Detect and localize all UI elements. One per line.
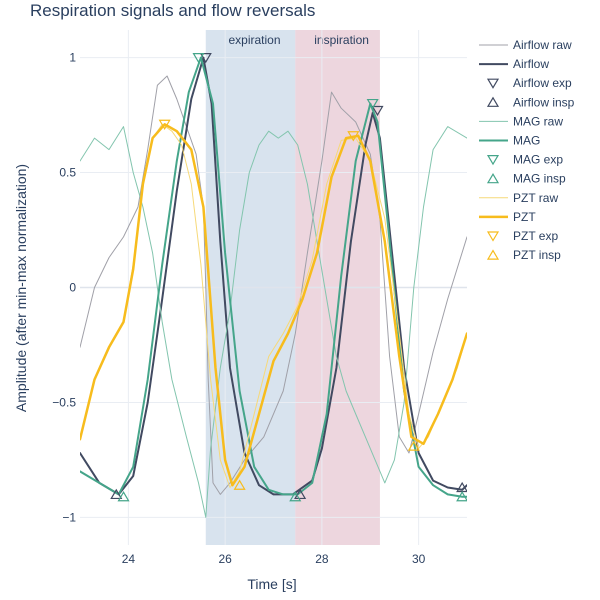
- legend-swatch: [486, 173, 500, 184]
- marker-pzt-insp: [233, 479, 246, 490]
- legend-item-airflow-raw[interactable]: Airflow raw: [479, 38, 572, 52]
- marker-mag-exp: [192, 52, 205, 64]
- region-label-expiration: expiration: [229, 33, 281, 47]
- marker-pzt-exp: [347, 131, 360, 142]
- legend-label: MAG: [513, 134, 540, 148]
- marker-airflow-exp: [199, 52, 212, 64]
- legend-swatch: [486, 96, 500, 107]
- legend-item-airflow[interactable]: Airflow: [479, 57, 549, 71]
- legend-label: Airflow exp: [513, 76, 572, 90]
- x-axis-label: Time [s]: [247, 576, 296, 592]
- legend-item-mag-raw[interactable]: MAG raw: [479, 114, 563, 128]
- series-airflow-raw: [80, 75, 467, 495]
- legend-label: MAG insp: [513, 172, 566, 186]
- marker-airflow-insp: [110, 488, 123, 500]
- legend-item-pzt[interactable]: PZT: [479, 210, 536, 224]
- legend-swatch: [486, 78, 500, 89]
- series-pzt: [80, 123, 467, 487]
- legend-label: PZT raw: [513, 191, 558, 205]
- y-tick-label: 1: [69, 51, 76, 65]
- y-tick-label: 0: [69, 281, 76, 295]
- legend-item-mag[interactable]: MAG: [479, 134, 540, 148]
- legend-label: Airflow insp: [513, 95, 575, 109]
- legend-label: PZT insp: [513, 248, 561, 262]
- legend-item-pzt-insp[interactable]: PZT insp: [486, 248, 561, 262]
- legend-label: MAG exp: [513, 153, 563, 167]
- plot-area: [80, 52, 467, 518]
- legend-label: PZT: [513, 210, 536, 224]
- x-tick-label: 26: [218, 552, 232, 566]
- legend-label: PZT exp: [513, 229, 558, 243]
- series-mag-raw: [80, 126, 467, 518]
- marker-airflow-exp: [371, 105, 384, 117]
- region-label-inspiration: inspiration: [314, 33, 369, 47]
- legend-item-airflow-exp[interactable]: Airflow exp: [486, 76, 572, 90]
- marker-mag-exp: [366, 98, 379, 110]
- marker-mag-insp: [117, 491, 130, 502]
- legend-item-mag-insp[interactable]: MAG insp: [486, 172, 566, 186]
- marker-mag-insp: [289, 491, 302, 502]
- x-tick-label: 28: [315, 552, 329, 566]
- x-tick-label: 24: [122, 552, 136, 566]
- legend-label: Airflow: [513, 57, 549, 71]
- y-axis-label: Amplitude (after min-max normalization): [13, 164, 29, 412]
- legend-label: Airflow raw: [513, 38, 572, 52]
- y-tick-label: −0.5: [52, 395, 76, 409]
- legend-swatch: [486, 249, 500, 260]
- marker-mag-insp: [456, 491, 467, 502]
- legend-item-airflow-insp[interactable]: Airflow insp: [486, 95, 575, 109]
- chart-title: Respiration signals and flow reversals: [30, 1, 315, 20]
- series-group: [80, 52, 467, 518]
- legend-item-pzt-exp[interactable]: PZT exp: [486, 229, 558, 243]
- marker-airflow-insp: [294, 488, 307, 500]
- y-tick-label: −1: [62, 510, 76, 524]
- x-tick-label: 30: [412, 552, 426, 566]
- legend-swatch: [486, 155, 500, 166]
- legend-label: MAG raw: [513, 114, 563, 128]
- marker-pzt-exp: [158, 119, 171, 130]
- legend: Airflow raw Airflow Airflow exp Airflow ins…: [479, 38, 575, 262]
- legend-item-pzt-raw[interactable]: PZT raw: [479, 191, 558, 205]
- legend-item-mag-exp[interactable]: MAG exp: [486, 153, 563, 167]
- marker-pzt-insp: [407, 440, 420, 451]
- legend-swatch: [486, 231, 500, 242]
- y-tick-label: 0.5: [59, 166, 76, 180]
- axes: 24 26 28 30 1 0.5 0 −0.5 −1: [52, 51, 425, 566]
